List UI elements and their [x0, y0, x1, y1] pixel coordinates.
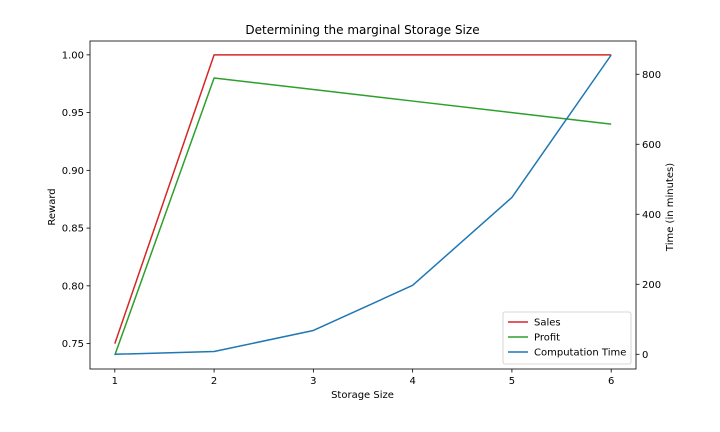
- legend-label-computation-time: Computation Time: [534, 348, 626, 359]
- x-tick-label: 3: [310, 376, 316, 387]
- series-line-profit: [114, 77, 612, 356]
- series-line-computation-time: [114, 54, 612, 356]
- y-axis-label-right: Time (in minutes): [665, 163, 676, 252]
- x-tick-label: 6: [608, 376, 614, 387]
- y-left-tick-label: 0.95: [62, 108, 84, 119]
- series-line-sales: [114, 54, 612, 344]
- y-right-tick-label: 800: [642, 70, 661, 81]
- legend: Sales Profit Computation Time: [502, 311, 632, 365]
- legend-label-sales: Sales: [534, 318, 561, 329]
- x-axis-label: Storage Size: [331, 390, 394, 401]
- legend-label-profit: Profit: [534, 333, 560, 344]
- x-tick-label: 5: [509, 376, 515, 387]
- y-right-tick-label: 400: [642, 210, 661, 221]
- x-tick-label: 1: [112, 376, 118, 387]
- y-right-tick-label: 0: [642, 350, 648, 361]
- x-tick-label: 4: [409, 376, 415, 387]
- y-left-tick-label: 0.80: [62, 281, 84, 292]
- x-tick-label: 2: [211, 376, 217, 387]
- y-right-tick-label: 600: [642, 140, 661, 151]
- y-left-tick-label: 0.90: [62, 166, 84, 177]
- y-left-tick-label: 1.00: [62, 50, 84, 61]
- y-left-tick-label: 0.75: [62, 339, 84, 350]
- plot-area: 1 2 3 4 5 6 0.75 0.80 0.85 0.90 0.95 1.00 0 200 400 600…: [62, 40, 661, 387]
- legend-box: [502, 311, 632, 365]
- chart-title: Determining the marginal Storage Size: [245, 23, 479, 37]
- y-right-tick-label: 200: [642, 280, 661, 291]
- y-axis-label-left: Reward: [47, 188, 58, 225]
- plot-frame: [89, 40, 637, 370]
- y-left-tick-label: 0.85: [62, 224, 84, 235]
